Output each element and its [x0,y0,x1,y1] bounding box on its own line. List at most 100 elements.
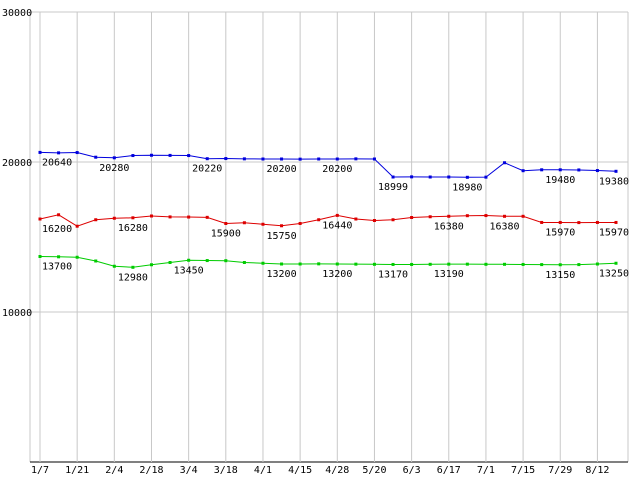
x-tick-label: 1/7 [31,465,49,476]
point-label: 13150 [545,270,575,281]
series-red-marker [317,218,321,222]
series-red-marker [354,217,358,221]
series-blue-marker [280,157,284,161]
point-label: 12980 [118,272,148,283]
point-label: 16380 [489,221,519,232]
y-tick-label: 10000 [2,308,32,319]
series-green-marker [428,262,432,266]
series-green-marker [131,265,135,269]
series-green-marker [558,263,562,267]
series-blue-marker [428,175,432,179]
x-tick-label: 7/15 [511,465,535,476]
y-tick-label: 30000 [2,8,32,19]
series-blue-marker [558,168,562,172]
point-label: 13200 [322,269,352,280]
point-label: 16280 [118,223,148,234]
series-red-marker [521,214,525,218]
series-blue-marker [224,157,228,161]
series-blue-marker [335,157,339,161]
series-green-marker [168,261,172,264]
series-red-marker [131,216,135,220]
point-label: 15900 [211,229,241,240]
series-red-marker [242,221,246,225]
series-red-marker [372,219,376,222]
series-green-marker [540,263,544,267]
series-green-marker [205,259,209,263]
series-red-marker [558,220,562,224]
series-red-marker [94,218,98,222]
series-blue-marker [317,157,321,161]
series-red-marker [484,214,488,218]
series-green-marker [503,262,507,266]
series-red-marker [224,222,228,225]
series-red-marker [503,214,507,218]
series-blue-marker [447,175,451,179]
x-tick-label: 8/12 [585,465,609,476]
series-blue-marker [205,157,209,161]
series-blue-marker [38,150,42,154]
series-red-marker [465,214,469,218]
x-tick-label: 1/21 [65,465,89,476]
point-label: 13450 [174,265,204,276]
series-green-marker [94,259,98,263]
series-blue-marker [503,161,507,165]
point-label: 13250 [599,268,629,279]
series-blue-marker [131,154,135,158]
series-red-marker [595,220,599,224]
series-green-marker [372,262,376,266]
series-red-marker [187,215,191,219]
series-green-marker [187,258,191,262]
series-red-marker [335,213,339,217]
series-blue-marker [540,168,544,172]
x-tick-label: 6/17 [437,465,461,476]
series-red-marker [577,221,581,225]
series-green-marker [280,262,284,266]
series-blue-marker [484,175,488,179]
series-blue-marker [57,151,61,155]
point-label: 13700 [42,262,72,273]
point-label: 18980 [452,182,482,193]
point-label: 20200 [322,164,352,175]
series-blue-marker [261,157,265,161]
series-blue-marker [410,175,414,179]
y-tick-label: 20000 [2,158,32,169]
series-green-marker [57,255,61,259]
point-label: 16200 [42,224,72,235]
point-label: 16380 [434,221,464,232]
series-red-marker [280,224,284,228]
series-red-line [39,214,616,227]
series-green-marker [38,255,42,258]
point-label: 15970 [599,227,629,238]
series-green-marker [484,262,488,266]
series-green-marker [410,262,414,266]
series-blue-marker [372,157,376,161]
series-red-marker [540,220,544,224]
series-blue-marker [75,151,79,155]
series-green-marker [224,259,228,263]
series-green-marker [149,263,153,267]
point-label: 20200 [266,164,296,175]
point-label: 13170 [378,269,408,280]
series-red-marker [391,218,395,222]
series-green-marker [391,262,395,266]
point-label: 20280 [99,163,129,174]
point-label: 19380 [599,176,629,187]
series-blue-marker [149,153,153,157]
series-blue-line [39,151,617,178]
series-blue-marker [595,169,599,173]
x-tick-label: 4/28 [325,465,349,476]
series-green-marker [75,255,79,259]
series-red-marker [57,213,61,217]
series-blue-marker [112,156,116,160]
series-blue-marker [614,169,618,173]
point-label: 15970 [545,227,575,238]
series-green-marker [614,261,618,265]
series-blue-marker [187,154,191,158]
series-green-marker [595,262,599,266]
series-red-marker [447,214,451,218]
point-label: 19480 [545,175,575,186]
x-tick-label: 4/15 [288,465,312,476]
x-tick-label: 7/1 [477,465,495,476]
